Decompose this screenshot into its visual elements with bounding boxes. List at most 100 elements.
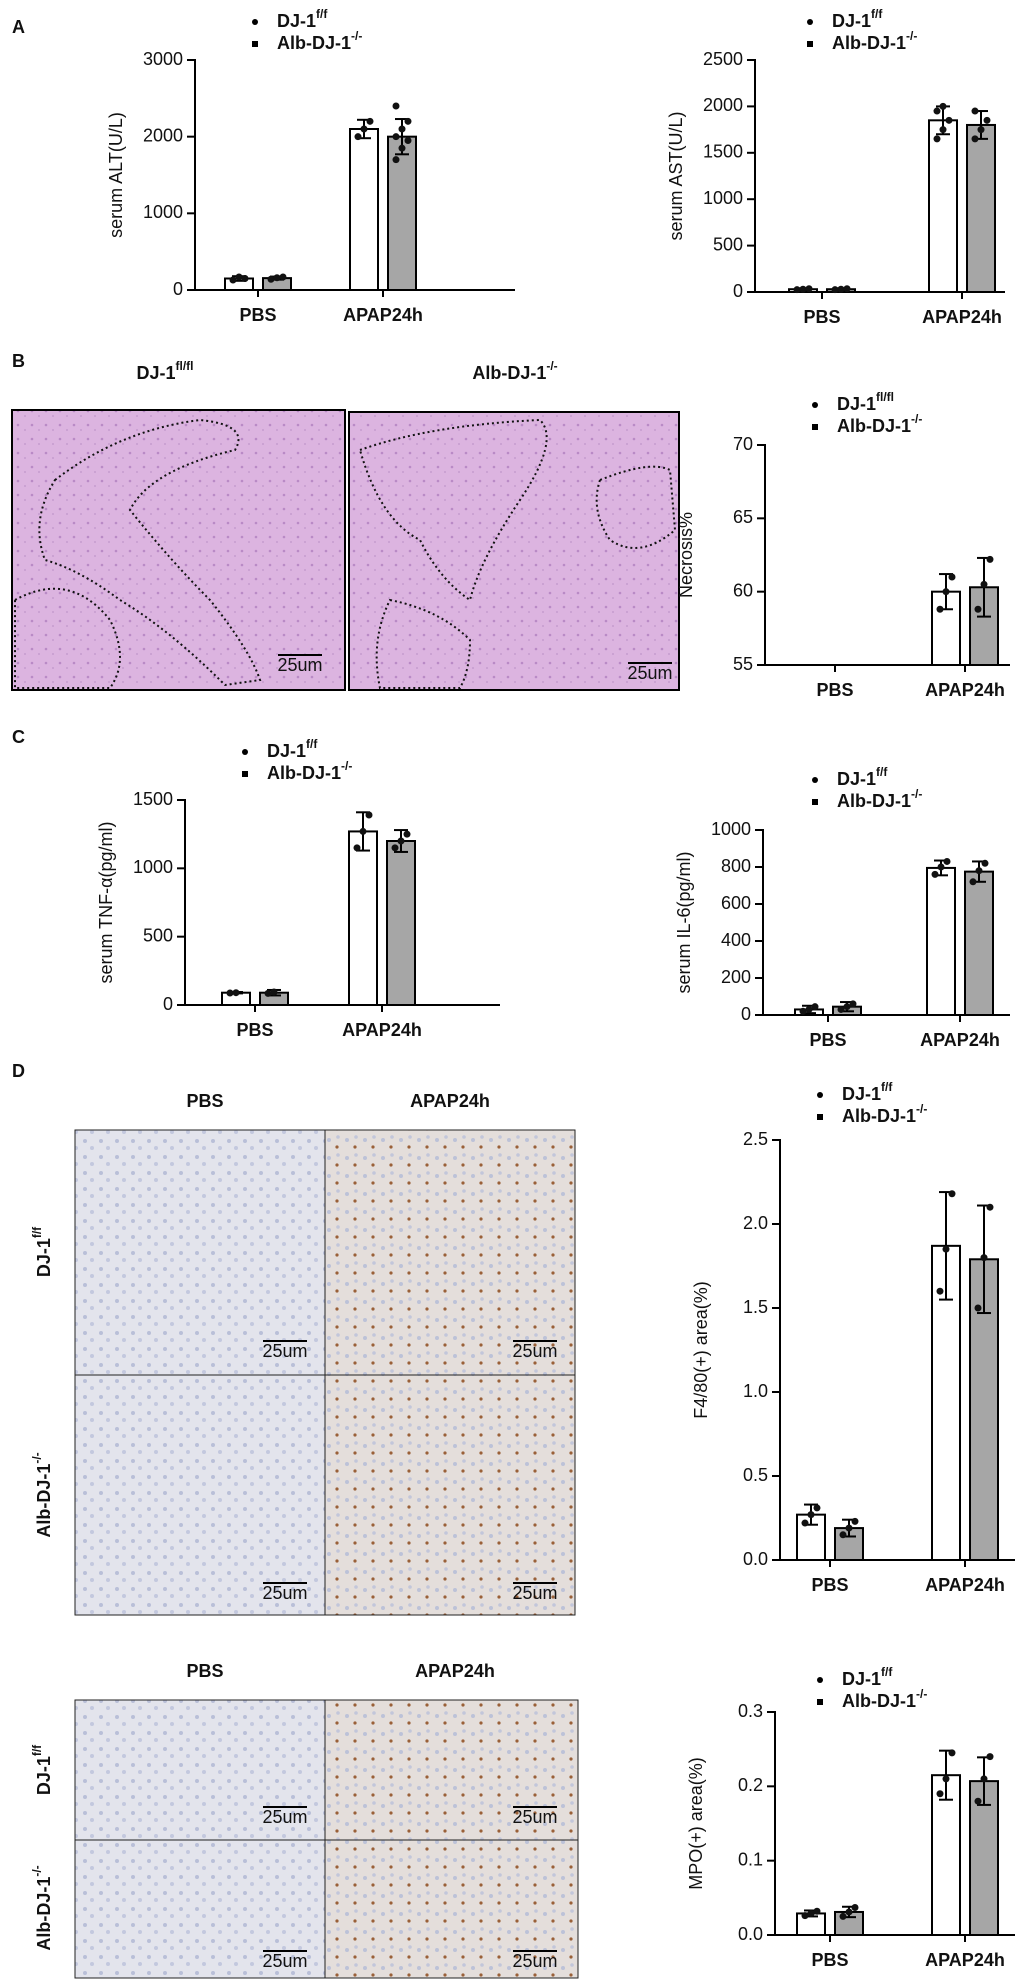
data-point [939, 126, 947, 134]
data-point [813, 1504, 821, 1512]
legend-marker [817, 1677, 823, 1683]
scale-label: 25um [512, 1341, 557, 1361]
legend-marker [252, 41, 258, 47]
data-point [986, 1203, 994, 1211]
ihc-image [324, 1374, 576, 1616]
legend-label: Alb-DJ-1-/- [832, 29, 917, 53]
y-axis-label: serum IL-6(pg/ml) [674, 851, 694, 993]
legend-marker [817, 1699, 823, 1705]
data-point [975, 867, 983, 875]
data-point [974, 605, 982, 613]
he-image [11, 409, 346, 691]
data-point [969, 878, 977, 886]
data-point [943, 857, 951, 865]
legend-name: DJ-1 [842, 1669, 881, 1689]
y-tick-label: 0.5 [743, 1465, 768, 1485]
legend-name: Alb-DJ-1 [832, 33, 906, 53]
row-label-text: Alb-DJ-1 [34, 1464, 54, 1538]
row-label-text: DJ-1 [34, 1238, 54, 1277]
data-point [354, 133, 362, 141]
bar [926, 866, 956, 1016]
data-point [365, 811, 373, 819]
legend-marker [817, 1092, 823, 1098]
data-point [799, 285, 807, 293]
data-point [974, 1797, 982, 1805]
y-tick-label: 1500 [703, 142, 743, 162]
y-tick-label: 0 [733, 281, 743, 301]
legend-name: DJ-1 [267, 741, 306, 761]
data-point [936, 1790, 944, 1798]
scale-label: 25um [262, 1583, 307, 1603]
y-tick-label: 1000 [711, 819, 751, 839]
y-tick-label: 60 [733, 580, 753, 600]
data-point [977, 126, 985, 134]
legend-sup: f/f [306, 737, 318, 751]
y-tick-label: 3000 [143, 49, 183, 69]
necrosis-outline [358, 418, 548, 602]
bar [348, 830, 378, 1007]
column-label: DJ-1fl/fl [136, 359, 193, 383]
legend-name: Alb-DJ-1 [837, 416, 911, 436]
data-point [359, 827, 367, 835]
legend-sup: -/- [911, 412, 922, 426]
data-point [232, 989, 240, 997]
legend-label: DJ-1fl/fl [837, 390, 894, 414]
legend-label: DJ-1f/f [267, 737, 318, 761]
y-tick-label: 2.0 [743, 1213, 768, 1233]
data-point [807, 1909, 815, 1917]
x-tick-label: PBS [816, 680, 853, 700]
y-axis-label: Necrosis% [676, 512, 696, 598]
row-label-sup: f/f [30, 1226, 44, 1238]
panel-letter: B [12, 351, 25, 371]
legend-marker [807, 41, 813, 47]
data-point [942, 588, 950, 596]
y-tick-label: 1.5 [743, 1297, 768, 1317]
column-label-sup: fl/fl [176, 359, 194, 373]
legend-sup: f/f [881, 1080, 893, 1094]
column-label-text: Alb-DJ-1 [472, 363, 546, 383]
column-label: PBS [186, 1661, 223, 1681]
column-label: APAP24h [410, 1091, 490, 1111]
y-tick-label: 2000 [143, 125, 183, 145]
data-point [397, 837, 405, 845]
row-label-sup: -/- [30, 1452, 44, 1463]
data-point [845, 1524, 853, 1532]
legend-label: Alb-DJ-1-/- [267, 759, 352, 783]
y-tick-label: 65 [733, 507, 753, 527]
y-tick-label: 0 [163, 994, 173, 1014]
data-point [980, 580, 988, 588]
data-point [392, 102, 400, 110]
row-label-sup: -/- [30, 1865, 44, 1876]
panel-letter: D [12, 1061, 25, 1081]
x-tick-label: PBS [811, 1575, 848, 1595]
y-tick-label: 2500 [703, 49, 743, 69]
data-point [391, 844, 399, 852]
data-point [241, 275, 249, 282]
row-label: Alb-DJ-1-/- [30, 1452, 54, 1537]
data-point [235, 273, 243, 281]
column-label-text: PBS [186, 1091, 223, 1111]
legend-marker [812, 777, 818, 783]
legend-marker [242, 749, 248, 755]
legend-label: DJ-1f/f [842, 1665, 893, 1689]
x-tick-label: PBS [803, 307, 840, 327]
y-axis-label: serum TNF-α(pg/ml) [96, 821, 116, 983]
legend-sup: -/- [341, 759, 352, 773]
data-point [974, 1304, 982, 1312]
y-tick-label: 1000 [133, 857, 173, 877]
scale-label: 25um [512, 1807, 557, 1827]
x-tick-label: PBS [239, 305, 276, 325]
row-label: Alb-DJ-1-/- [30, 1865, 54, 1950]
column-label-text: APAP24h [415, 1661, 495, 1681]
ihc-image [74, 1839, 326, 1979]
data-point [849, 1000, 857, 1008]
legend-marker [807, 19, 813, 25]
y-tick-label: 2000 [703, 95, 743, 115]
legend-marker [242, 771, 248, 777]
data-point [971, 107, 979, 115]
legend-sup: -/- [906, 29, 917, 43]
data-point [229, 276, 237, 284]
data-point [986, 555, 994, 563]
legend-marker [812, 424, 818, 430]
